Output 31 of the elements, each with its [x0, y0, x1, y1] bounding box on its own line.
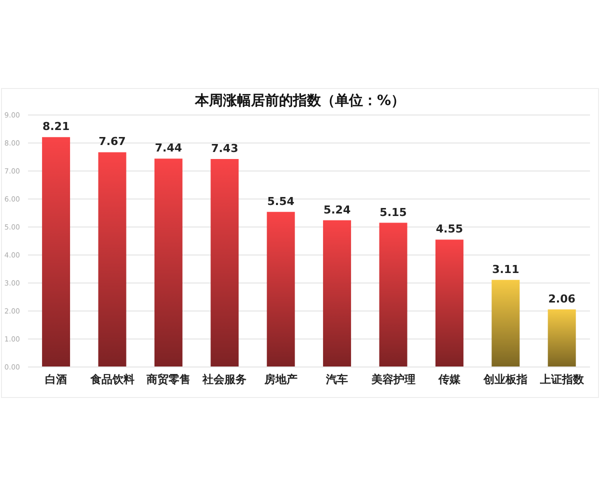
data-label: 2.06: [548, 292, 576, 306]
bar: [379, 222, 408, 367]
x-tick-label: 传媒: [438, 372, 462, 386]
data-label: 5.24: [323, 203, 351, 216]
data-label: 3.11: [492, 262, 520, 276]
x-tick-label: 汽车: [325, 372, 348, 386]
data-label: 7.43: [211, 142, 238, 155]
x-tick-label: 商贸零售: [146, 372, 190, 386]
bar: [548, 309, 576, 367]
bar: [266, 212, 295, 367]
bar: [492, 280, 520, 367]
data-label: 8.21: [42, 120, 70, 134]
bar: [154, 158, 182, 367]
bar: [42, 137, 70, 367]
data-label: 7.44: [154, 142, 182, 155]
x-tick-label: 上证指数: [538, 372, 585, 386]
data-label: 5.54: [267, 194, 295, 208]
x-tick-label: 社会服务: [202, 372, 247, 386]
bar: [323, 220, 352, 367]
x-tick-label: 美容护理: [370, 372, 416, 386]
bar: [98, 152, 126, 367]
x-tick-label: 房地产: [263, 372, 298, 386]
data-label: 5.15: [380, 206, 407, 219]
chart-title: 本周涨幅居前的指数（单位：%）: [194, 92, 406, 110]
x-tick-label: 白酒: [45, 372, 68, 386]
bar: [435, 240, 464, 367]
x-tick-label: 创业板指: [482, 372, 528, 386]
data-label: 4.55: [436, 222, 464, 236]
x-tick-label: 食品饮料: [89, 372, 134, 386]
bar: [210, 158, 239, 367]
data-label: 7.67: [98, 135, 126, 148]
